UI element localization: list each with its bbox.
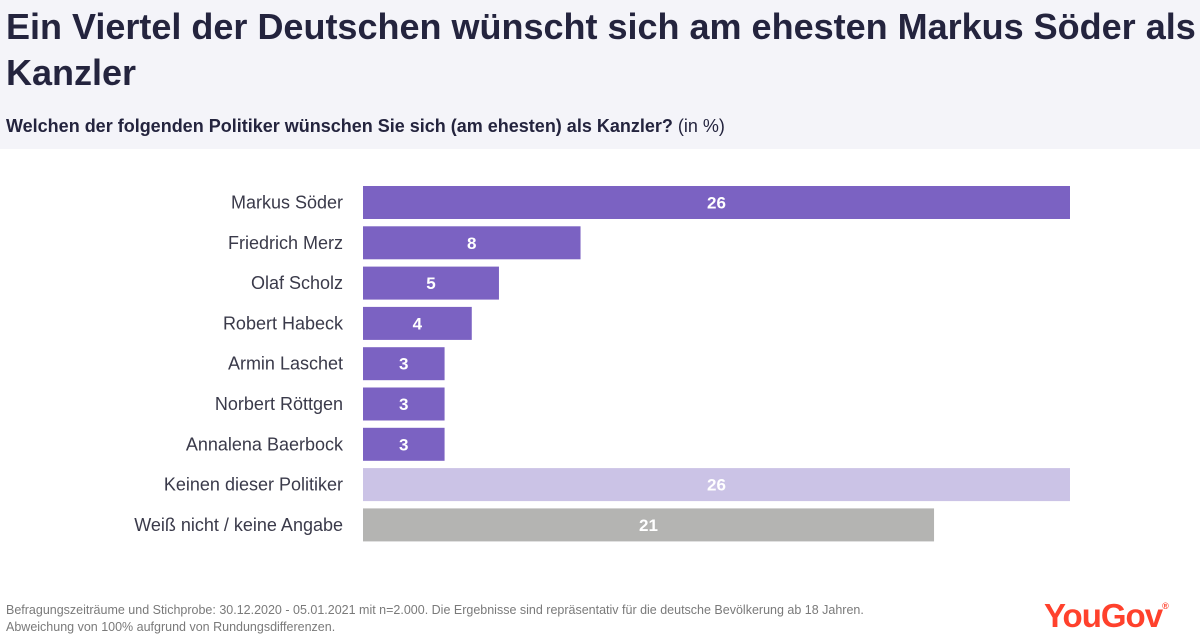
value-label: 3: [399, 435, 408, 454]
yougov-logo: YouGov®: [1044, 597, 1169, 635]
bar: [363, 266, 499, 300]
bar: [363, 468, 1070, 502]
category-label: Weiß nicht / keine Angabe: [134, 515, 343, 535]
bar-chart: Markus Söder 26 Friedrich Merz 8 Olaf Scholz…: [134, 186, 1070, 542]
value-label: 26: [707, 194, 726, 213]
value-label: 4: [413, 314, 423, 333]
footer-note: Befragungszeiträume und Stichprobe: 30.1…: [6, 602, 1006, 636]
logo-registered-mark: ®: [1162, 601, 1169, 611]
subtitle-unit: (in %): [677, 116, 725, 136]
subtitle-question: Welchen der folgenden Politiker wünschen…: [6, 116, 673, 136]
value-label: 26: [707, 476, 726, 495]
category-label: Olaf Scholz: [251, 273, 343, 293]
value-label: 3: [399, 355, 408, 374]
bar: [363, 226, 581, 260]
category-label: Markus Söder: [231, 193, 343, 213]
header-band: [0, 0, 1200, 149]
category-label: Friedrich Merz: [228, 233, 343, 253]
bar: [363, 387, 445, 421]
bar: [363, 306, 472, 340]
bar: [363, 347, 445, 381]
value-label: 21: [639, 516, 658, 535]
category-label: Armin Laschet: [228, 354, 343, 374]
bar: [363, 427, 445, 461]
category-label: Keinen dieser Politiker: [164, 475, 343, 495]
category-label: Robert Habeck: [223, 313, 344, 333]
chart-subtitle: Welchen der folgenden Politiker wünschen…: [6, 115, 725, 137]
footer-line-rounding: Abweichung von 100% aufgrund von Rundung…: [6, 620, 336, 634]
logo-text: YouGov: [1044, 597, 1163, 634]
value-label: 5: [426, 274, 435, 293]
category-label: Norbert Röttgen: [215, 394, 343, 414]
bar: [363, 508, 935, 542]
chart-title: Ein Viertel der Deutschen wünscht sich a…: [6, 6, 1196, 93]
bar: [363, 186, 1070, 219]
category-label: Annalena Baerbock: [186, 434, 344, 454]
value-label: 8: [467, 234, 476, 253]
footer-line-sample: Befragungszeiträume und Stichprobe: 30.1…: [6, 603, 864, 617]
value-label: 3: [399, 395, 408, 414]
